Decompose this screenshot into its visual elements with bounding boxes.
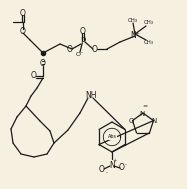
Text: -: - <box>106 170 108 176</box>
Text: O: O <box>129 118 134 124</box>
Text: O: O <box>119 163 125 173</box>
Text: CH₃: CH₃ <box>144 20 154 26</box>
Text: CH₃: CH₃ <box>128 18 138 22</box>
Text: O: O <box>80 26 86 36</box>
Text: CH₃: CH₃ <box>144 40 154 46</box>
Text: O: O <box>92 44 98 53</box>
Text: O: O <box>31 71 37 81</box>
Text: O: O <box>20 9 26 18</box>
Text: -: - <box>125 163 127 167</box>
Text: Abs: Abs <box>108 135 117 139</box>
Text: O⁻: O⁻ <box>76 51 84 57</box>
Text: O: O <box>67 44 73 53</box>
Text: P: P <box>80 37 86 46</box>
Text: N⁺: N⁺ <box>130 32 140 40</box>
Text: O: O <box>99 166 105 174</box>
Text: NH: NH <box>85 91 97 101</box>
Text: N: N <box>139 111 145 117</box>
Text: +: + <box>113 159 117 163</box>
Text: N: N <box>152 118 157 124</box>
Text: N: N <box>109 160 115 170</box>
Text: =: = <box>142 105 148 109</box>
Text: O: O <box>20 26 26 36</box>
Text: O: O <box>40 60 46 68</box>
